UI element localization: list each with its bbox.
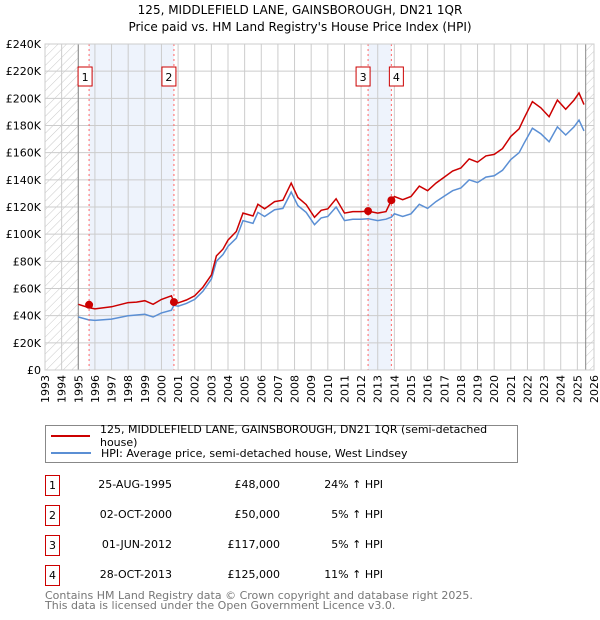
sale-number-badge: 4 (45, 565, 60, 586)
sale-price: £50,000 (234, 508, 281, 521)
x-tick-label: 1993 (39, 375, 52, 403)
x-tick-label: 2005 (239, 375, 252, 403)
sale-point (169, 298, 178, 307)
y-tick-label: £0 (27, 364, 41, 377)
sale-price: £125,000 (227, 568, 281, 581)
sale-hpi-diff: 11% ↑ HPI (324, 568, 383, 581)
sale-hpi-diff: 5% ↑ HPI (331, 508, 383, 521)
x-tick-label: 2022 (521, 375, 534, 403)
x-tick-label: 1998 (122, 375, 135, 403)
sale-number-badge: 2 (45, 505, 60, 526)
y-tick-label: £160K (6, 147, 42, 160)
sale-date: 02-OCT-2000 (99, 508, 172, 521)
x-tick-label: 2021 (505, 375, 518, 403)
sale-number-label: 3 (360, 71, 367, 84)
sale-number-label: 2 (165, 71, 172, 84)
legend-item-property: 125, MIDDLEFIELD LANE, GAINSBOROUGH, DN2… (46, 423, 517, 449)
legend-label: 125, MIDDLEFIELD LANE, GAINSBOROUGH, DN2… (99, 423, 488, 449)
y-tick-label: £80K (13, 255, 42, 268)
x-tick-label: 2003 (205, 375, 218, 403)
legend-item-hpi: HPI: Average price, semi-detached house,… (46, 445, 408, 461)
sale-number-box (388, 66, 404, 87)
sale-point (364, 207, 373, 216)
sale-price: £48,000 (234, 478, 281, 491)
y-tick-label: £200K (6, 92, 42, 105)
table-row: 2 02-OCT-2000 £50,000 5% ↑ HPI (45, 505, 385, 527)
x-tick-label: 1999 (139, 375, 152, 403)
sale-date: 25-AUG-1995 (98, 478, 172, 491)
x-tick-label: 2015 (405, 375, 418, 403)
legend-swatch-red (51, 435, 90, 437)
y-tick-label: £20K (13, 337, 42, 350)
y-tick-label: £140K (6, 174, 42, 187)
hpi-line (78, 118, 585, 322)
sale-number-box (77, 66, 93, 87)
x-tick-label: 1996 (89, 375, 102, 403)
x-tick-label: 2017 (438, 375, 451, 403)
x-tick-label: 2006 (255, 375, 268, 403)
x-tick-label: 2016 (422, 375, 435, 403)
y-tick-label: £40K (13, 310, 42, 323)
legend: 125, MIDDLEFIELD LANE, GAINSBOROUGH, DN2… (45, 423, 518, 463)
sale-number-box (161, 66, 177, 87)
x-tick-label: 2013 (372, 375, 385, 403)
sale-date: 01-JUN-2012 (101, 538, 172, 551)
x-tick-label: 2000 (155, 375, 168, 403)
legend-label: HPI: Average price, semi-detached house,… (101, 446, 408, 460)
chart-subtitle: Price paid vs. HM Land Registry's House … (128, 20, 471, 34)
sale-price: £117,000 (227, 538, 281, 551)
x-tick-label: 2002 (189, 375, 202, 403)
x-tick-label: 1995 (72, 375, 85, 403)
x-tick-label: 1997 (106, 375, 119, 403)
legend-swatch-blue (51, 452, 91, 454)
x-tick-label: 2011 (338, 375, 351, 403)
y-tick-label: £60K (13, 283, 42, 296)
y-tick-label: £220K (6, 65, 42, 78)
y-tick-label: £120K (6, 201, 42, 214)
x-tick-label: 2004 (222, 375, 235, 403)
table-row: 3 01-JUN-2012 £117,000 5% ↑ HPI (45, 535, 385, 557)
sale-point (387, 196, 396, 205)
plot-frame (44, 43, 595, 371)
x-tick-label: 2009 (305, 375, 318, 403)
sale-point (85, 300, 94, 309)
x-tick-label: 2019 (472, 375, 485, 403)
sale-number-box (355, 66, 371, 87)
table-row: 4 28-OCT-2013 £125,000 11% ↑ HPI (45, 565, 385, 587)
footer-copyright: Contains HM Land Registry data © Crown c… (45, 589, 473, 602)
sale-number-badge: 3 (45, 535, 60, 556)
y-tick-label: £240K (6, 38, 42, 51)
sale-number-label: 4 (393, 71, 400, 84)
x-tick-label: 1994 (56, 375, 69, 403)
x-tick-label: 2024 (555, 375, 568, 403)
x-tick-label: 2010 (322, 375, 335, 403)
x-tick-label: 2018 (455, 375, 468, 403)
table-row: 1 25-AUG-1995 £48,000 24% ↑ HPI (45, 475, 385, 497)
x-tick-label: 2023 (538, 375, 551, 403)
y-tick-label: £100K (6, 228, 42, 241)
x-tick-label: 2026 (588, 375, 600, 403)
sale-hpi-diff: 5% ↑ HPI (331, 538, 383, 551)
sale-date: 28-OCT-2013 (99, 568, 172, 581)
footer-licence: This data is licensed under the Open Gov… (45, 599, 396, 612)
x-tick-label: 2014 (388, 375, 401, 403)
sale-number-badge: 1 (45, 475, 60, 496)
x-tick-label: 2012 (355, 375, 368, 403)
x-tick-label: 2007 (272, 375, 285, 403)
chart-title: 125, MIDDLEFIELD LANE, GAINSBOROUGH, DN2… (138, 3, 463, 17)
price-chart: 125, MIDDLEFIELD LANE, GAINSBOROUGH, DN2… (6, 3, 600, 403)
x-tick-label: 2001 (172, 375, 185, 403)
sale-hpi-diff: 24% ↑ HPI (324, 478, 383, 491)
sale-number-label: 1 (82, 71, 89, 84)
x-tick-label: 2008 (289, 375, 302, 403)
x-tick-label: 2025 (571, 375, 584, 403)
y-tick-label: £180K (6, 120, 42, 133)
x-tick-label: 2020 (488, 375, 501, 403)
